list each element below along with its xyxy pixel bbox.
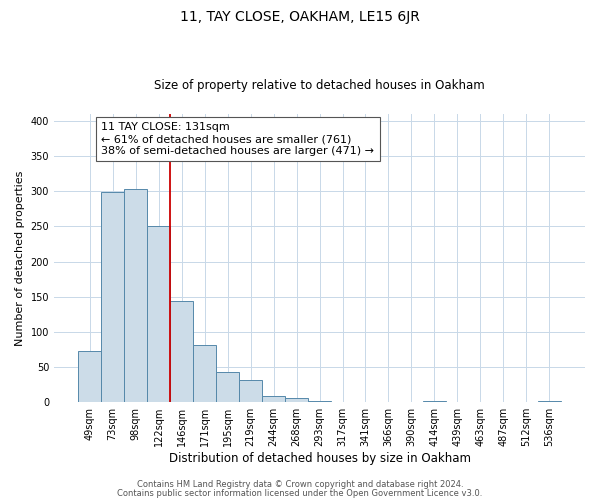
Bar xyxy=(285,398,308,402)
Text: 11 TAY CLOSE: 131sqm
← 61% of detached houses are smaller (761)
38% of semi-deta: 11 TAY CLOSE: 131sqm ← 61% of detached h… xyxy=(101,122,374,156)
Bar xyxy=(124,188,147,402)
Text: 11, TAY CLOSE, OAKHAM, LE15 6JR: 11, TAY CLOSE, OAKHAM, LE15 6JR xyxy=(180,10,420,24)
X-axis label: Distribution of detached houses by size in Oakham: Distribution of detached houses by size … xyxy=(169,452,470,465)
Y-axis label: Number of detached properties: Number of detached properties xyxy=(15,170,25,346)
Bar xyxy=(170,301,193,402)
Bar xyxy=(538,401,561,402)
Bar xyxy=(193,344,216,402)
Bar xyxy=(147,226,170,402)
Bar xyxy=(239,380,262,402)
Bar xyxy=(101,192,124,402)
Bar xyxy=(78,351,101,402)
Title: Size of property relative to detached houses in Oakham: Size of property relative to detached ho… xyxy=(154,79,485,92)
Text: Contains public sector information licensed under the Open Government Licence v3: Contains public sector information licen… xyxy=(118,488,482,498)
Bar xyxy=(262,396,285,402)
Text: Contains HM Land Registry data © Crown copyright and database right 2024.: Contains HM Land Registry data © Crown c… xyxy=(137,480,463,489)
Bar xyxy=(308,401,331,402)
Bar xyxy=(216,372,239,402)
Bar xyxy=(423,401,446,402)
